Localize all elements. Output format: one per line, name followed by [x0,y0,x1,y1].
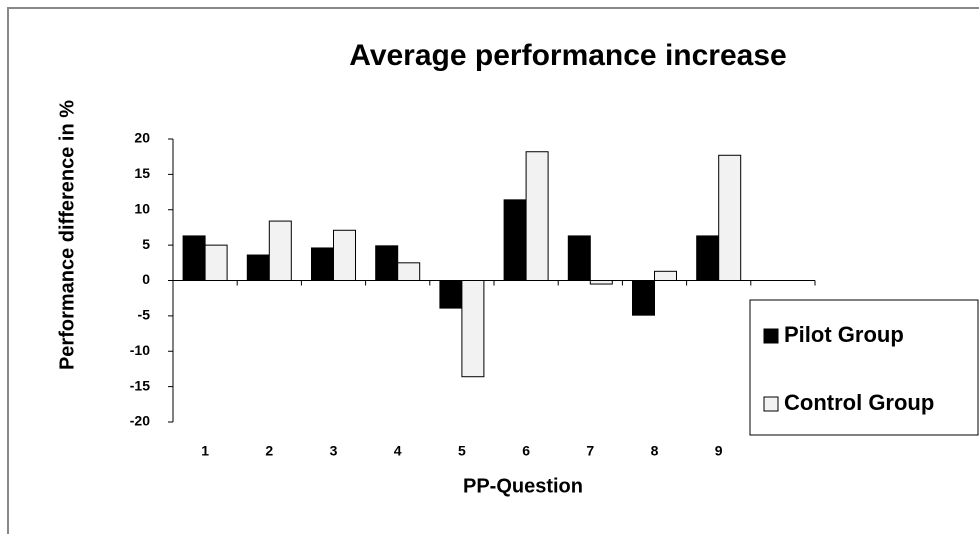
x-axis-label: PP-Question [463,475,583,497]
bar [567,235,591,282]
bar [246,254,270,281]
bar [654,270,677,281]
y-tick-label: 5 [142,236,150,252]
legend-label: Control Group [784,390,934,415]
bar [182,235,206,282]
bar [461,280,485,378]
bar [375,245,399,282]
y-tick-label: -15 [130,377,150,393]
y-tick-label: -20 [130,413,150,429]
bar [204,244,228,281]
bar [696,235,720,282]
x-tick-label: 9 [715,443,723,459]
chart-frame [7,7,979,534]
chart-title: Average performance increase [349,39,786,72]
bar [589,280,613,285]
y-tick-label: 10 [134,200,150,216]
legend-swatch [763,396,779,412]
y-axis-label: Performance difference in % [56,100,78,370]
bar [503,199,527,281]
legend-label: Pilot Group [784,322,904,347]
bar [718,154,742,282]
x-tick-label: 3 [330,443,338,459]
y-tick-label: -10 [130,342,150,358]
y-tick-label: -5 [138,307,151,323]
bar [397,262,421,281]
x-tick-label: 4 [394,443,402,459]
x-tick-label: 2 [265,443,273,459]
x-tick-label: 5 [458,443,466,459]
bar [333,229,356,281]
bar [632,280,655,316]
x-tick-label: 8 [651,443,659,459]
y-tick-label: 0 [142,271,150,287]
bar [311,247,334,281]
bar [268,220,292,282]
bar [525,151,549,281]
y-tick-label: 20 [134,130,150,146]
x-tick-label: 6 [522,443,530,459]
y-tick-label: 15 [134,165,150,181]
bar [439,280,463,309]
x-tick-label: 7 [586,443,594,459]
legend-box [749,299,979,436]
legend-swatch [763,328,779,344]
x-tick-label: 1 [201,443,209,459]
